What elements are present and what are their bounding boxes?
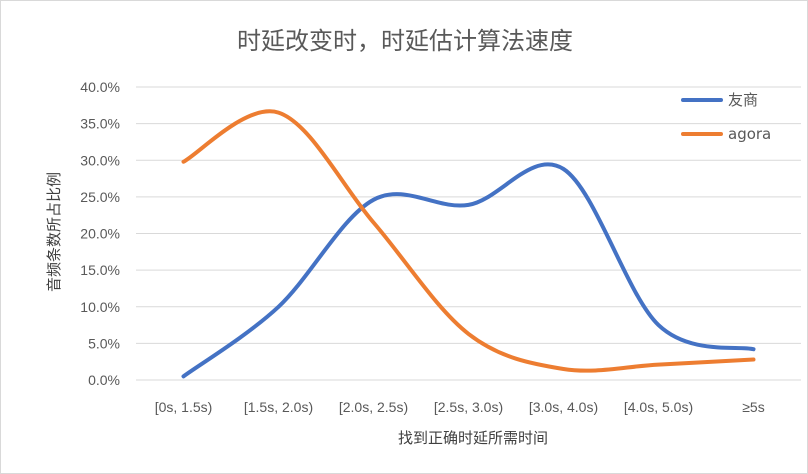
y-tick-label: 5.0%	[88, 335, 120, 351]
x-tick-label: ≥5s	[742, 399, 764, 415]
y-tick-label: 0.0%	[88, 372, 120, 388]
x-tick-label: [2.5s, 3.0s)	[434, 399, 503, 415]
y-axis-title: 音频条数所占比例	[45, 172, 63, 292]
series-line-1	[181, 162, 756, 379]
series-lines	[181, 109, 756, 379]
y-tick-label: 10.0%	[80, 299, 120, 315]
x-axis-title: 找到正确时延所需时间	[398, 429, 548, 447]
x-tick-label: [1.5s, 2.0s)	[244, 399, 313, 415]
series-line-2	[181, 109, 756, 373]
gridlines	[136, 86, 801, 381]
x-tick-label: [3.0s, 4.0s)	[529, 399, 598, 415]
legend-label: agora	[728, 125, 771, 143]
y-tick-label: 20.0%	[80, 226, 120, 242]
y-tick-label: 15.0%	[80, 262, 120, 278]
x-tick-label: [4.0s, 5.0s)	[624, 399, 693, 415]
y-tick-label: 25.0%	[80, 189, 120, 205]
legend: 友商 agora	[681, 91, 771, 143]
y-tick-label: 35.0%	[80, 116, 120, 132]
chart-title: 时延改变时，时延估计算法速度	[237, 27, 573, 55]
x-tick-label: [2.0s, 2.5s)	[339, 399, 408, 415]
x-tick-label: [0s, 1.5s)	[155, 399, 213, 415]
y-tick-label: 30.0%	[80, 152, 120, 168]
y-axis-ticks: 0.0% 5.0% 10.0% 15.0% 20.0% 25.0% 30.0% 35.0% 40…	[80, 79, 120, 388]
y-tick-label: 40.0%	[80, 79, 120, 95]
legend-label: 友商	[728, 91, 758, 109]
x-axis-ticks: [0s, 1.5s) [1.5s, 2.0s) [2.0s, 2.5s) [2.5s,…	[155, 399, 765, 415]
